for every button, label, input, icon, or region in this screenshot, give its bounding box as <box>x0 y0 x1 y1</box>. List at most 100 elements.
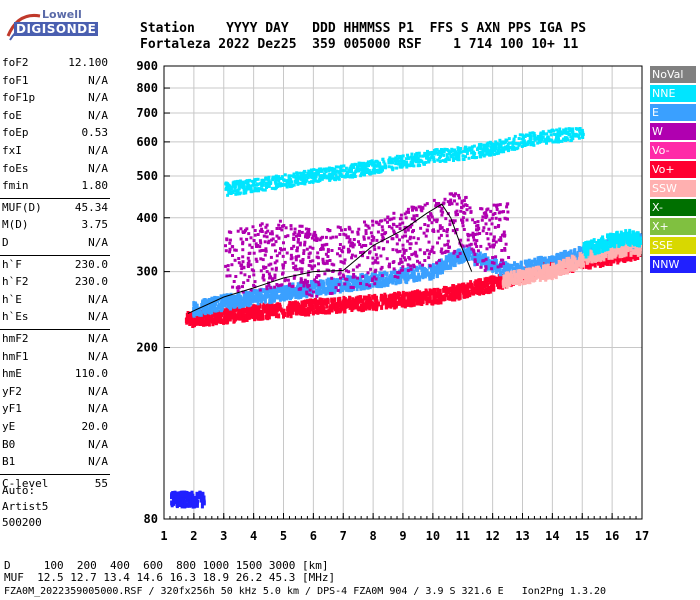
echo-point <box>361 275 365 279</box>
echo-point <box>495 208 499 211</box>
echo-point <box>222 293 226 299</box>
echo-point <box>306 283 310 287</box>
echo-point <box>289 313 293 319</box>
echo-point <box>633 255 637 261</box>
echo-point <box>404 274 408 280</box>
echo-point <box>430 272 434 278</box>
echo-point <box>424 294 428 300</box>
echo-point <box>374 259 378 263</box>
echo-point <box>316 251 320 255</box>
echo-point <box>406 239 410 243</box>
echo-point <box>528 260 532 266</box>
echo-point <box>298 224 302 228</box>
echo-point <box>331 301 335 307</box>
echo-point <box>559 265 563 271</box>
echo-point <box>243 308 247 313</box>
echo-point <box>255 244 258 248</box>
echo-point <box>329 304 333 310</box>
echo-point <box>321 259 325 263</box>
echo-point <box>376 261 380 265</box>
echo-point <box>346 247 350 251</box>
echo-point <box>380 295 384 301</box>
param-value: N/A <box>88 332 108 345</box>
echo-point <box>591 243 595 249</box>
echo-point <box>343 285 347 291</box>
echo-point <box>295 308 299 314</box>
echo-point <box>418 205 422 209</box>
echo-point <box>231 307 235 312</box>
echo-point <box>296 246 299 250</box>
echo-point <box>454 256 457 262</box>
echo-point <box>251 183 255 187</box>
echo-point <box>249 263 253 267</box>
echo-point <box>637 250 641 255</box>
echo-point <box>564 138 567 142</box>
echo-point <box>305 178 309 182</box>
echo-point <box>311 246 315 250</box>
echo-point <box>307 311 311 317</box>
echo-point <box>321 174 325 178</box>
param-row-15: hmF2 N/A <box>2 332 108 350</box>
echo-point <box>297 294 301 300</box>
echo-point <box>427 240 431 244</box>
echo-point <box>264 184 268 187</box>
echo-point <box>362 237 366 241</box>
echo-point <box>252 304 255 310</box>
echo-point <box>392 293 396 299</box>
echo-point <box>412 236 416 240</box>
echo-point <box>398 227 402 231</box>
echo-point <box>300 270 304 274</box>
echo-point <box>399 278 403 284</box>
echo-point <box>475 232 479 236</box>
echo-point <box>431 245 435 249</box>
echo-point <box>488 279 492 285</box>
echo-point <box>246 311 250 317</box>
echo-point <box>301 261 305 265</box>
echo-point <box>521 267 525 273</box>
param-value: 55 <box>94 476 108 490</box>
y-tick-label: 900 <box>136 59 158 73</box>
echo-point <box>308 285 312 291</box>
echo-point <box>490 267 494 271</box>
echo-point <box>585 259 589 265</box>
echo-point <box>310 267 314 271</box>
echo-point <box>457 283 461 289</box>
echo-point <box>217 312 221 318</box>
echo-point <box>473 242 477 246</box>
echo-point <box>468 246 471 252</box>
echo-point <box>343 258 347 262</box>
echo-point <box>220 301 223 307</box>
echo-point <box>302 281 306 285</box>
echo-point <box>358 278 362 284</box>
echo-point <box>415 277 419 282</box>
echo-point <box>336 289 340 292</box>
echo-point <box>356 276 359 280</box>
echo-point <box>468 283 472 289</box>
echo-point <box>494 216 498 220</box>
param-value: 1.80 <box>81 179 109 193</box>
echo-point <box>300 267 304 271</box>
echo-point <box>385 271 389 277</box>
echo-point <box>461 221 465 225</box>
echo-point <box>262 248 266 252</box>
echo-point <box>611 233 615 238</box>
echo-point <box>387 278 390 284</box>
echo-point <box>545 132 549 136</box>
echo-point <box>567 262 571 268</box>
echo-point <box>446 295 450 301</box>
echo-point <box>188 316 192 322</box>
x-tick-label: 1 <box>160 529 167 543</box>
echo-point <box>392 267 396 271</box>
echo-point <box>493 263 497 269</box>
echo-point <box>625 239 629 245</box>
echo-point <box>568 258 572 264</box>
echo-point <box>469 210 473 214</box>
echo-point <box>308 180 312 184</box>
echo-point <box>226 314 230 320</box>
param-label: h`F <box>2 257 22 271</box>
echo-point <box>462 245 466 251</box>
param-row-19: yF1 N/A <box>2 402 108 420</box>
echo-point <box>388 274 392 280</box>
echo-point <box>457 248 461 254</box>
echo-point <box>447 253 451 259</box>
